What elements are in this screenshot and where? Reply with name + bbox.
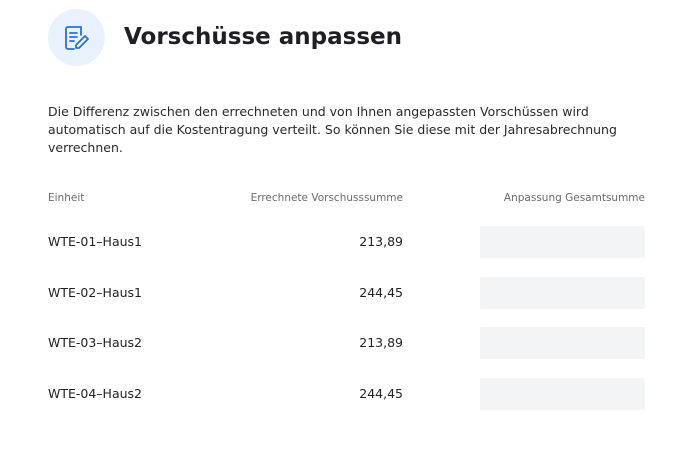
calculated-amount: 213,89 <box>359 234 403 249</box>
adjustment-input[interactable] <box>480 226 645 258</box>
adjustment-input[interactable] <box>480 327 645 359</box>
description: Die Differenz zwischen den errechneten u… <box>48 104 617 155</box>
calculated-amount: 244,45 <box>359 385 403 401</box>
calculated-amount: 244,45 <box>359 284 403 300</box>
header-icon <box>48 9 105 66</box>
column-header: Einheit <box>48 192 85 204</box>
unit-name: WTE-03–Haus2 <box>48 335 143 350</box>
unit-name: WTE-02–Haus1 <box>48 284 143 300</box>
column-header: Errechnete Vorschusssumme <box>250 192 403 204</box>
unit-name: WTE-04–Haus2 <box>48 385 143 401</box>
adjustment-input[interactable] <box>480 276 645 309</box>
unit-name: WTE-01–Haus1 <box>48 234 143 249</box>
page-title: Vorschüsse anpassen <box>124 24 402 50</box>
calculated-amount: 213,89 <box>359 335 403 350</box>
edit-icon <box>65 26 89 50</box>
adjustment-input[interactable] <box>480 377 645 410</box>
column-header: Anpassung Gesamtsumme <box>503 192 645 204</box>
